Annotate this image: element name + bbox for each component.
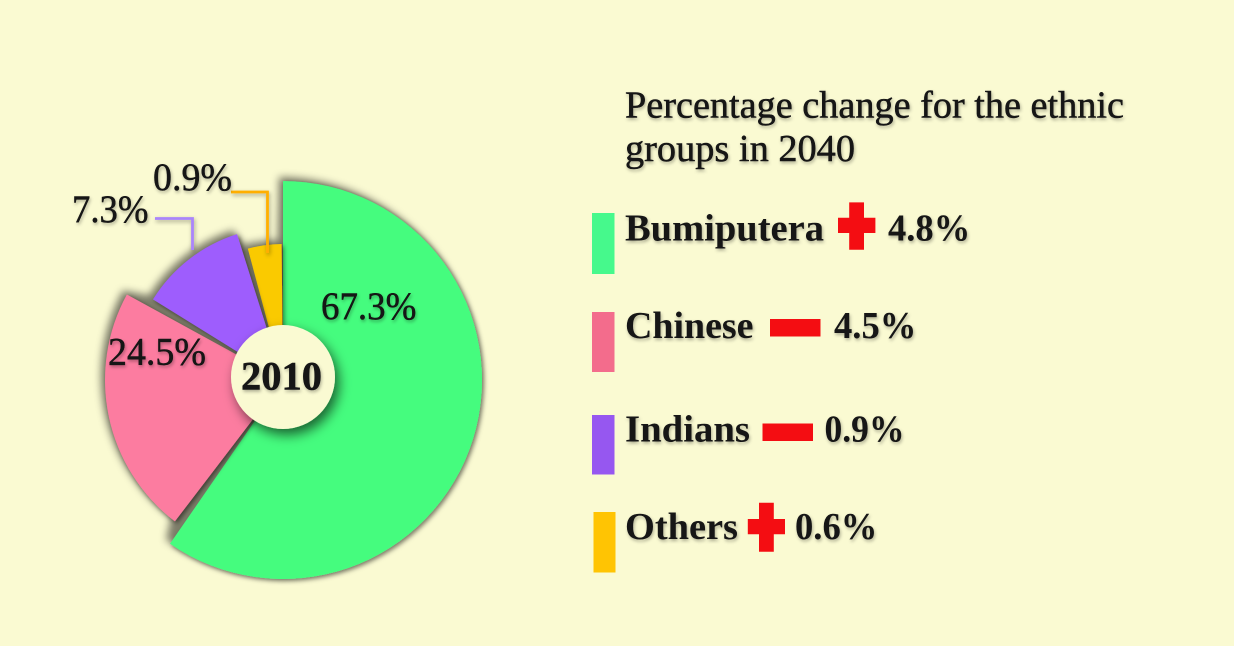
svg-text:Indians: Indians bbox=[625, 409, 750, 451]
svg-text:Percentage change for the ethn: Percentage change for the ethnic bbox=[625, 85, 1124, 127]
svg-text:4.5%: 4.5% bbox=[834, 305, 916, 347]
svg-text:0.9%: 0.9% bbox=[153, 156, 232, 199]
svg-text:67.3%: 67.3% bbox=[321, 285, 416, 328]
svg-text:0.6%: 0.6% bbox=[795, 506, 877, 548]
svg-text:2010: 2010 bbox=[241, 354, 322, 399]
svg-text:0.9%: 0.9% bbox=[825, 409, 905, 451]
svg-text:4.8%: 4.8% bbox=[888, 207, 970, 249]
svg-text:Others: Others bbox=[625, 506, 738, 548]
svg-text:groups in 2040: groups in 2040 bbox=[625, 128, 855, 170]
svg-text:Bumiputera: Bumiputera bbox=[625, 207, 824, 249]
svg-text:7.3%: 7.3% bbox=[72, 188, 149, 231]
svg-text:24.5%: 24.5% bbox=[108, 331, 206, 374]
svg-text:Chinese: Chinese bbox=[625, 305, 754, 347]
